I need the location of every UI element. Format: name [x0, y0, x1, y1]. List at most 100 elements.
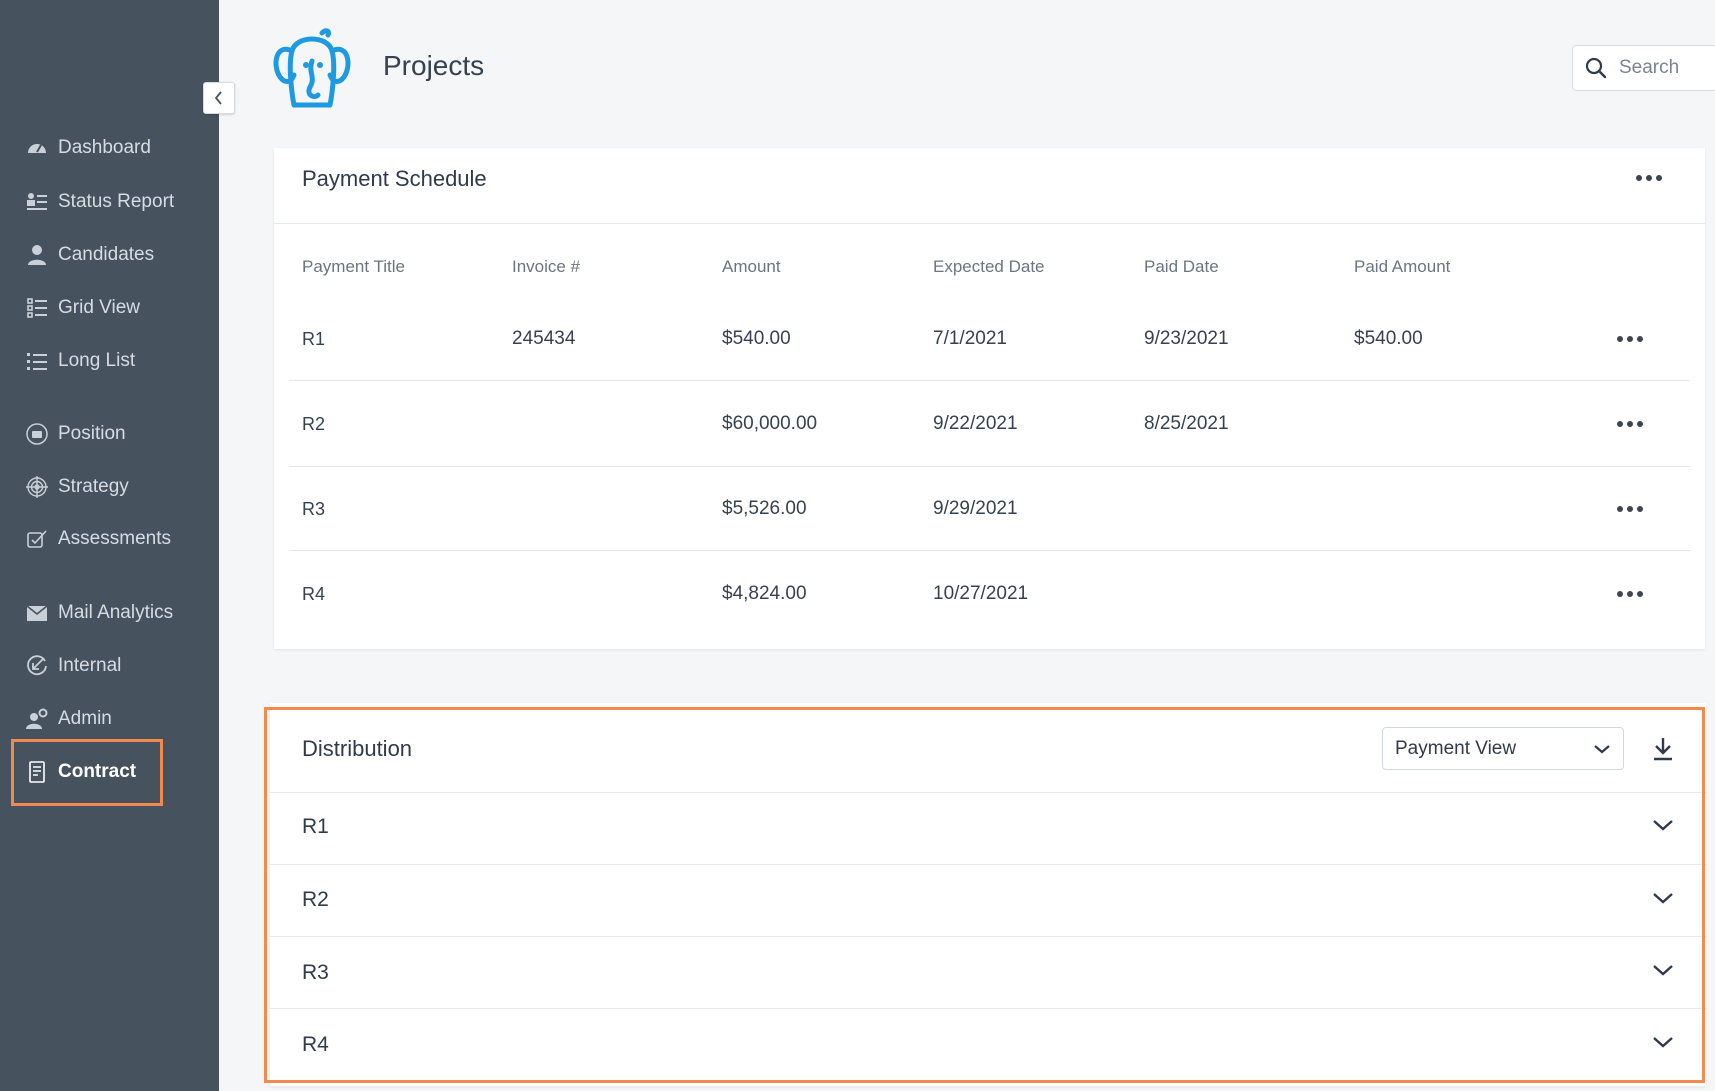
sidebar-item-contract[interactable]: Contract: [26, 754, 136, 790]
app-logo: [270, 25, 354, 111]
download-icon: [1654, 738, 1672, 761]
distribution-view-select[interactable]: Payment View: [1382, 727, 1624, 770]
distribution-view-value: Payment View: [1395, 737, 1517, 759]
more-dots-icon: [1637, 421, 1643, 427]
payment-row-paid-date: 9/23/2021: [1144, 328, 1229, 349]
more-dots-icon: [1617, 506, 1623, 512]
sidebar-item-grid-view[interactable]: Grid View: [26, 290, 140, 326]
more-dots-icon: [1637, 506, 1643, 512]
row-divider: [289, 466, 1690, 467]
payment-row-amount: $60,000.00: [722, 413, 818, 434]
sidebar-item-admin[interactable]: Admin: [26, 701, 112, 737]
sidebar-item-label: Status Report: [58, 191, 175, 212]
sidebar-item-label: Strategy: [58, 476, 129, 497]
chevron-down-icon[interactable]: [1652, 818, 1674, 832]
sidebar-item-label: Mail Analytics: [58, 602, 174, 623]
payment-row-expected-date: 9/29/2021: [933, 498, 1018, 519]
payment-schedule-title: Payment Schedule: [302, 166, 487, 191]
payment-row-paid-date: 8/25/2021: [1144, 413, 1229, 434]
payment-row-amount: $4,824.00: [722, 583, 807, 604]
payment-row-amount: $540.00: [722, 328, 791, 349]
sidebar-item-label: Assessments: [58, 528, 171, 549]
briefcase-icon: [26, 423, 48, 445]
payment-row-expected-date: 9/22/2021: [933, 413, 1018, 434]
distribution-row-divider: [270, 864, 1706, 865]
distribution-row-label[interactable]: R1: [302, 815, 329, 838]
distribution-row-label[interactable]: R4: [302, 1033, 329, 1056]
sidebar-item-assessments[interactable]: Assessments: [26, 521, 171, 557]
payment-row-more-button[interactable]: [1617, 336, 1643, 342]
payment-row-title: R1: [302, 329, 326, 349]
column-header-paid-date[interactable]: Paid Date: [1144, 257, 1219, 276]
payment-schedule-card: [274, 148, 1705, 649]
more-dots-icon: [1637, 336, 1643, 342]
sidebar-item-status-report[interactable]: Status Report: [26, 184, 174, 220]
distribution-row-divider: [270, 1008, 1706, 1009]
sidebar-item-strategy[interactable]: Strategy: [26, 469, 129, 505]
column-header-payment-title[interactable]: Payment Title: [302, 257, 405, 276]
payment-row-more-button[interactable]: [1617, 591, 1643, 597]
sidebar-item-internal[interactable]: Internal: [26, 648, 121, 684]
sidebar-item-mail-analytics[interactable]: Mail Analytics: [26, 595, 173, 631]
payment-schedule-more-button[interactable]: [1636, 175, 1662, 181]
chevron-down-icon[interactable]: [1652, 1035, 1674, 1049]
sidebar-item-label: Grid View: [58, 297, 141, 318]
more-dots-icon: [1637, 591, 1643, 597]
distribution-row-label[interactable]: R2: [302, 888, 329, 911]
active-item-highlight: [11, 739, 163, 806]
payment-row-expected-date: 10/27/2021: [933, 583, 1029, 604]
chevron-down-icon[interactable]: [1652, 891, 1674, 905]
distribution-row-label[interactable]: R3: [302, 961, 329, 984]
sidebar-item-label: Admin: [58, 708, 112, 729]
sidebar-item-label: Position: [58, 423, 126, 444]
more-dots-icon: [1617, 591, 1623, 597]
payment-row-expected-date: 7/1/2021: [933, 328, 1007, 349]
status-report-icon: [26, 191, 48, 213]
row-divider: [289, 550, 1690, 551]
search-box[interactable]: [1572, 45, 1715, 91]
admin-gear-user-icon: [26, 708, 48, 730]
distribution-highlight-frame: [264, 707, 1705, 1083]
payment-row-more-button[interactable]: [1617, 421, 1643, 427]
more-dots-icon: [1636, 175, 1642, 181]
sidebar-item-label: Dashboard: [58, 137, 151, 158]
column-header-invoice[interactable]: Invoice #: [512, 257, 581, 276]
payment-row-invoice: 245434: [512, 328, 576, 349]
payment-row-title: R3: [302, 499, 326, 519]
more-dots-icon: [1646, 175, 1652, 181]
download-button[interactable]: [1651, 736, 1675, 767]
chevron-left-icon: [214, 91, 222, 105]
payment-row-title: R4: [302, 584, 326, 604]
person-icon: [26, 244, 48, 266]
more-dots-icon: [1627, 506, 1633, 512]
column-header-paid-amount[interactable]: Paid Amount: [1354, 257, 1451, 276]
contract-document-icon: [26, 761, 48, 783]
grid-view-icon: [26, 297, 48, 319]
chevron-down-icon[interactable]: [1652, 963, 1674, 977]
payment-row-title: R2: [302, 414, 326, 434]
payment-row-paid-amount: $540.00: [1354, 328, 1423, 349]
sidebar-item-long-list[interactable]: Long List: [26, 343, 135, 379]
sidebar-item-position[interactable]: Position: [26, 416, 126, 452]
sidebar-item-label: Contract: [58, 761, 137, 782]
more-dots-icon: [1627, 336, 1633, 342]
sidebar-collapse-button[interactable]: [203, 82, 235, 114]
page-title: Projects: [383, 50, 485, 81]
sidebar-item-label: Internal: [58, 655, 122, 676]
distribution-header-divider: [270, 792, 1706, 793]
more-dots-icon: [1627, 591, 1633, 597]
row-divider: [289, 380, 1690, 381]
mail-icon: [26, 602, 48, 624]
list-icon: [26, 350, 48, 372]
column-header-amount[interactable]: Amount: [722, 257, 781, 276]
sidebar-item-label: Long List: [58, 350, 136, 371]
target-icon: [26, 476, 48, 498]
payment-row-more-button[interactable]: [1617, 506, 1643, 512]
sidebar-item-label: Candidates: [58, 244, 155, 265]
payment-row-amount: $5,526.00: [722, 498, 807, 519]
card-header-divider: [274, 223, 1705, 224]
sidebar-item-candidates[interactable]: Candidates: [26, 237, 154, 273]
column-header-expected-date[interactable]: Expected Date: [933, 257, 1045, 276]
sidebar-item-dashboard[interactable]: Dashboard: [26, 130, 151, 166]
search-input[interactable]: [1619, 57, 1709, 79]
